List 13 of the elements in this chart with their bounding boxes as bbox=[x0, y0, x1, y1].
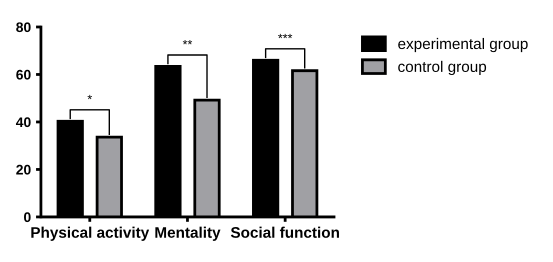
annotation: *** bbox=[278, 34, 292, 38]
y-tick-label: 80 bbox=[16, 22, 31, 32]
legend-label: control group bbox=[398, 60, 486, 76]
y-tick-label: 20 bbox=[16, 164, 31, 175]
y-tick-label: 0 bbox=[24, 212, 31, 222]
annotation: ** bbox=[182, 40, 192, 44]
legend-label: experimental group bbox=[398, 38, 528, 52]
x-tick-label: Mentality bbox=[155, 226, 220, 241]
annotation: * bbox=[88, 94, 92, 100]
y-tick-label: 60 bbox=[16, 70, 31, 80]
x-tick-label: Physical activity bbox=[31, 226, 150, 241]
y-tick-label: 40 bbox=[16, 117, 31, 128]
x-tick-label: Social function bbox=[230, 226, 339, 238]
